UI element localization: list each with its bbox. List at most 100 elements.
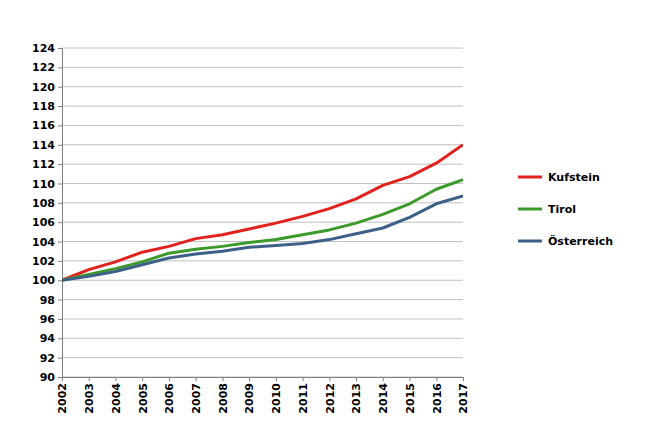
grid-line	[62, 48, 463, 49]
x-tick-mark	[410, 377, 411, 381]
grid-line	[62, 106, 463, 107]
y-tick-mark	[58, 106, 62, 107]
legend: KufsteinTirolÖsterreich	[518, 171, 613, 248]
x-tick-label: 2012	[324, 383, 337, 414]
legend-swatch	[518, 240, 542, 243]
x-tick: 2012	[324, 377, 337, 414]
x-tick-mark	[142, 377, 143, 381]
x-tick-label: 2007	[190, 383, 203, 414]
x-tick-label: 2010	[270, 383, 283, 414]
y-tick-mark	[58, 203, 62, 204]
x-tick-label: 2004	[110, 383, 123, 414]
x-tick-label: 2006	[163, 383, 176, 414]
y-tick: 108	[32, 197, 62, 210]
grid	[62, 48, 463, 377]
x-tick: 2010	[270, 377, 283, 414]
y-tick-label: 110	[32, 177, 55, 190]
x-tick: 2004	[110, 377, 123, 414]
grid-line	[62, 338, 463, 339]
y-tick-label: 106	[32, 216, 55, 229]
y-tick-label: 118	[32, 100, 55, 113]
x-tick: 2014	[377, 377, 390, 414]
y-tick-mark	[58, 222, 62, 223]
y-tick-label: 90	[40, 371, 56, 384]
grid-line	[62, 86, 463, 87]
y-tick-mark	[58, 261, 62, 262]
x-tick-mark	[356, 377, 357, 381]
y-tick-label: 114	[32, 139, 55, 152]
y-tick-label: 100	[32, 274, 55, 287]
grid-line	[62, 318, 463, 319]
series-line	[62, 196, 463, 280]
y-tick: 94	[40, 332, 62, 345]
y-tick: 120	[32, 81, 62, 94]
y-tick-mark	[58, 48, 62, 49]
x-tick: 2011	[297, 377, 310, 414]
grid-line	[62, 183, 463, 184]
x-tick-mark	[329, 377, 330, 381]
x-tick-label: 2016	[431, 383, 444, 414]
x-tick: 2016	[431, 377, 444, 414]
x-tick-mark	[303, 377, 304, 381]
x-tick-label: 2008	[217, 383, 230, 414]
x-tick: 2017	[457, 377, 470, 414]
y-tick-label: 120	[32, 81, 55, 94]
y-tick-mark	[58, 183, 62, 184]
grid-line	[62, 125, 463, 126]
y-tick-label: 108	[32, 197, 55, 210]
x-tick-mark	[436, 377, 437, 381]
y-tick-label: 102	[32, 255, 55, 268]
x-axis: 2002 2003 2004 2005 2006 2007 2008 2009 2010 2011…	[56, 377, 470, 414]
x-tick: 2013	[350, 377, 363, 414]
x-tick-label: 2003	[83, 383, 96, 414]
y-tick: 100	[32, 274, 62, 287]
x-tick: 2006	[163, 377, 176, 414]
x-tick-mark	[463, 377, 464, 381]
y-tick-label: 104	[32, 236, 55, 249]
x-tick-label: 2005	[137, 383, 150, 414]
y-tick-mark	[58, 164, 62, 165]
x-tick: 2009	[243, 377, 256, 414]
y-tick-label: 122	[32, 61, 55, 74]
plot-area	[62, 145, 463, 280]
y-tick: 102	[32, 255, 62, 268]
x-tick: 2002	[56, 377, 69, 414]
y-tick-mark	[58, 377, 62, 378]
legend-label: Kufstein	[548, 171, 600, 184]
y-tick: 104	[32, 236, 62, 249]
chart: 90 92 94 96 98 100 102 104 106 108 110 112 114 116 118…	[0, 0, 669, 432]
y-tick: 122	[32, 61, 62, 74]
y-tick: 110	[32, 177, 62, 190]
y-tick-label: 116	[32, 119, 55, 132]
x-tick-label: 2009	[243, 383, 256, 414]
x-tick: 2003	[83, 377, 96, 414]
grid-line	[62, 164, 463, 165]
y-tick: 90	[40, 371, 62, 384]
y-tick: 114	[32, 139, 62, 152]
y-tick-mark	[58, 300, 62, 301]
x-tick-mark	[383, 377, 384, 381]
legend-label: Tirol	[548, 203, 576, 216]
y-tick-label: 94	[40, 332, 56, 345]
x-tick-mark	[62, 377, 63, 381]
x-tick-mark	[115, 377, 116, 381]
x-tick-label: 2017	[457, 383, 470, 414]
x-axis-line	[63, 378, 464, 382]
y-tick: 118	[32, 100, 62, 113]
x-tick: 2008	[217, 377, 230, 414]
y-axis-line	[58, 49, 63, 378]
y-tick-mark	[58, 87, 62, 88]
x-tick-mark	[196, 377, 197, 381]
x-tick-mark	[249, 377, 250, 381]
y-tick: 98	[40, 294, 62, 307]
grid-line	[62, 280, 463, 281]
y-tick-label: 96	[40, 313, 56, 326]
series-line	[62, 145, 463, 280]
legend-swatch	[518, 176, 542, 179]
y-tick-mark	[58, 358, 62, 359]
grid-line	[62, 144, 463, 145]
y-tick-mark	[58, 280, 62, 281]
y-tick-label: 112	[32, 158, 55, 171]
y-tick: 124	[32, 42, 62, 55]
y-tick-label: 92	[40, 352, 55, 365]
